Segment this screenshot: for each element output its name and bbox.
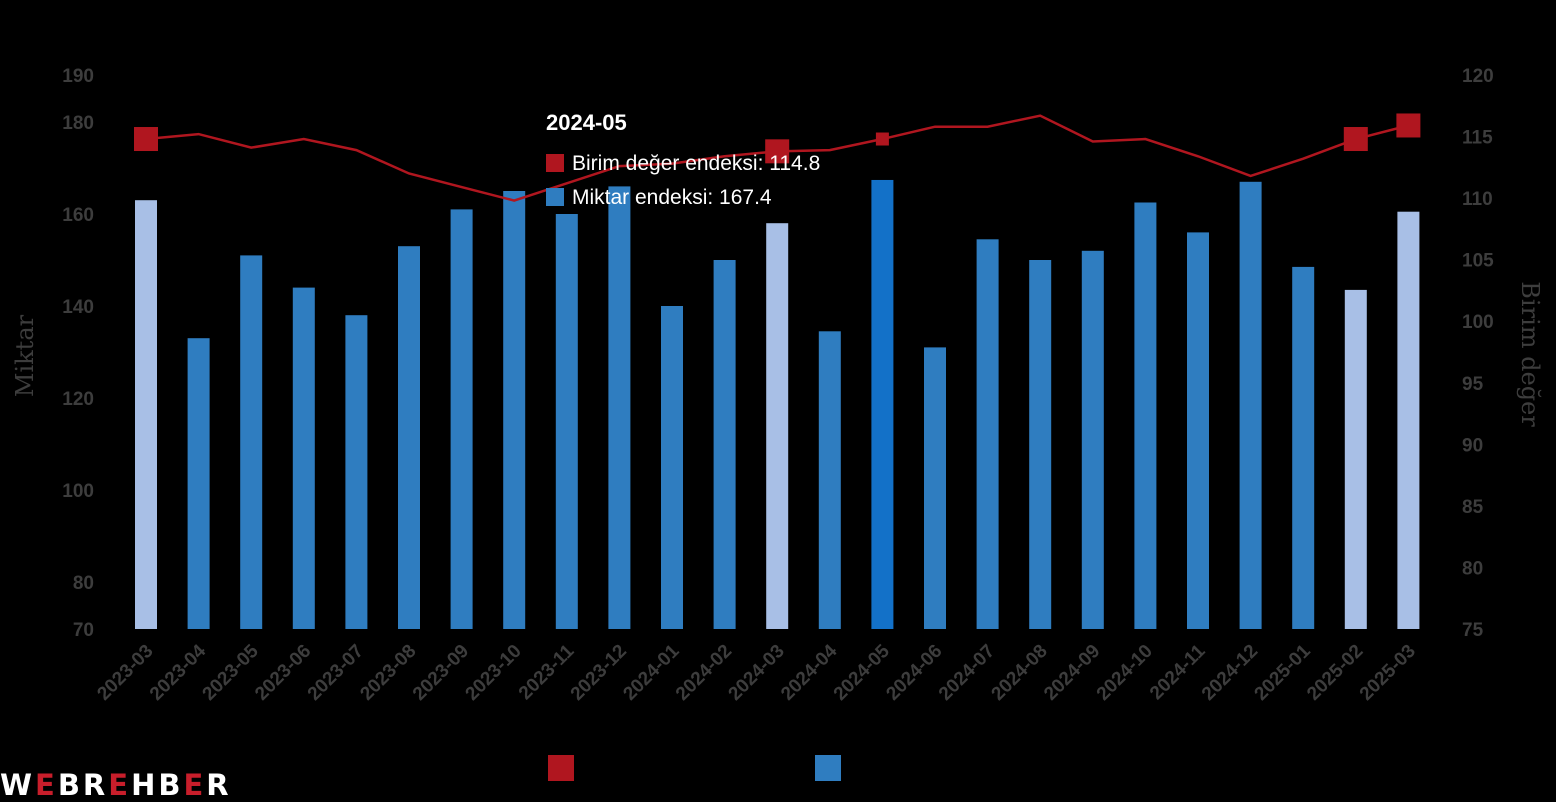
y-right-tick-label: 80 (1462, 558, 1483, 579)
bar-2023-10[interactable] (503, 191, 526, 629)
line-marker-2024-03[interactable] (765, 139, 790, 164)
bar-2023-08[interactable] (398, 246, 420, 629)
x-tick-label: 2024-03 (725, 641, 789, 705)
bar-2024-02[interactable] (713, 260, 736, 629)
line-marker-2023-03[interactable] (134, 127, 158, 152)
x-tick-label: 2023-08 (356, 641, 420, 705)
tooltip-row-label: Miktar endeksi: 167.4 (572, 186, 772, 209)
line-series (134, 113, 1421, 202)
webrehber-logo: WEBREHBER (0, 768, 232, 802)
x-tick-label: 2023-07 (304, 641, 368, 705)
bar-2024-09[interactable] (1081, 250, 1104, 630)
tooltip-swatch-red (546, 154, 564, 172)
x-tick-label: 2025-01 (1251, 640, 1315, 704)
x-tick-label: 2024-02 (672, 641, 736, 705)
tooltip-row-unit-value: Birim değer endeksi: 114.8 (546, 152, 820, 176)
bar-series (135, 179, 1420, 630)
bar-2024-05[interactable] (871, 179, 894, 629)
y-left-tick-label: 120 (62, 389, 94, 410)
y-right-ticks: 75 80 85 90 95 100 105 110 115 120 (1462, 66, 1494, 641)
y-right-tick-label: 105 (1462, 251, 1494, 272)
bar-2024-06[interactable] (924, 347, 946, 629)
bar-2023-04[interactable] (187, 338, 210, 629)
x-tick-label: 2024-09 (1040, 641, 1104, 705)
bar-2023-05[interactable] (240, 255, 263, 629)
bar-2025-02[interactable] (1344, 289, 1367, 629)
x-tick-label: 2023-03 (93, 641, 157, 705)
y-right-tick-label: 75 (1462, 620, 1484, 641)
line-marker-2025-02[interactable] (1343, 127, 1368, 152)
tooltip-row-label: Birim değer endeksi: 114.8 (572, 152, 821, 175)
x-tick-label: 2023-12 (567, 641, 631, 705)
bar-2024-12[interactable] (1239, 181, 1262, 630)
x-tick-label: 2024-10 (1093, 641, 1157, 705)
y-left-tick-label: 100 (62, 481, 94, 502)
x-tick-label: 2024-11 (1146, 640, 1210, 704)
x-tick-label: 2023-04 (146, 640, 210, 704)
line-marker-2024-05[interactable] (875, 132, 889, 146)
y-right-tick-label: 90 (1462, 435, 1483, 456)
bar-2024-01[interactable] (661, 306, 683, 629)
x-tick-label: 2023-05 (199, 640, 263, 704)
x-ticks: 2023-032023-042023-052023-062023-072023-… (93, 640, 1420, 704)
x-tick-label: 2025-02 (1303, 641, 1367, 705)
x-tick-label: 2024-04 (777, 640, 841, 704)
y-right-tick-label: 115 (1462, 128, 1493, 149)
x-tick-label: 2023-06 (251, 641, 315, 705)
line-marker-2025-03[interactable] (1396, 113, 1421, 138)
y-right-tick-label: 120 (1462, 66, 1494, 87)
y-left-axis-title: Miktar (11, 314, 39, 397)
y-left-ticks: 70 80 100 120 140 160 180 190 (62, 66, 94, 641)
x-tick-label: 2024-07 (935, 641, 999, 705)
legend-swatch-unit-value[interactable] (548, 755, 574, 781)
bar-2024-07[interactable] (976, 239, 999, 630)
x-tick-label: 2024-06 (882, 641, 946, 705)
y-right-tick-label: 100 (1462, 312, 1494, 333)
x-tick-label: 2023-09 (409, 641, 473, 705)
tooltip-title: 2024-05 (546, 110, 627, 135)
x-tick-label: 2024-08 (988, 641, 1052, 705)
x-tick-label: 2025-03 (1356, 641, 1420, 705)
y-right-tick-label: 110 (1462, 189, 1493, 210)
y-left-tick-label: 140 (62, 297, 94, 318)
x-tick-label: 2024-01 (619, 640, 683, 704)
tooltip-swatch-blue (546, 188, 564, 206)
bar-2025-03[interactable] (1397, 211, 1420, 629)
tooltip: 2024-05 Birim değer endeksi: 114.8 Mikta… (536, 104, 866, 224)
legend-swatch-quantity[interactable] (815, 755, 841, 781)
bar-2023-07[interactable] (345, 315, 368, 629)
y-right-tick-label: 85 (1462, 497, 1484, 518)
x-tick-label: 2023-10 (462, 641, 526, 705)
tooltip-row-quantity: Miktar endeksi: 167.4 (546, 186, 772, 210)
bar-2023-11[interactable] (555, 214, 578, 629)
y-left-tick-label: 190 (62, 66, 94, 87)
y-left-tick-label: 80 (73, 573, 94, 594)
bar-2023-09[interactable] (450, 209, 473, 629)
y-right-axis-title: Birim değer (1516, 281, 1544, 427)
bar-2024-08[interactable] (1029, 260, 1052, 629)
y-left-tick-label: 180 (62, 113, 94, 134)
bar-2024-11[interactable] (1187, 232, 1209, 629)
bar-2023-12[interactable] (608, 186, 631, 629)
bar-2023-03[interactable] (135, 200, 157, 629)
y-right-tick-label: 95 (1462, 374, 1484, 395)
y-left-tick-label: 160 (62, 205, 94, 226)
bar-2024-04[interactable] (818, 331, 841, 629)
x-tick-label: 2024-05 (830, 640, 894, 704)
bar-2024-10[interactable] (1134, 202, 1157, 630)
bar-2025-01[interactable] (1292, 266, 1315, 629)
x-tick-label: 2023-11 (515, 640, 579, 704)
bar-2024-03[interactable] (766, 223, 789, 629)
y-left-tick-label: 70 (73, 620, 94, 641)
bar-2023-06[interactable] (292, 287, 315, 629)
x-tick-label: 2024-12 (1198, 641, 1262, 705)
